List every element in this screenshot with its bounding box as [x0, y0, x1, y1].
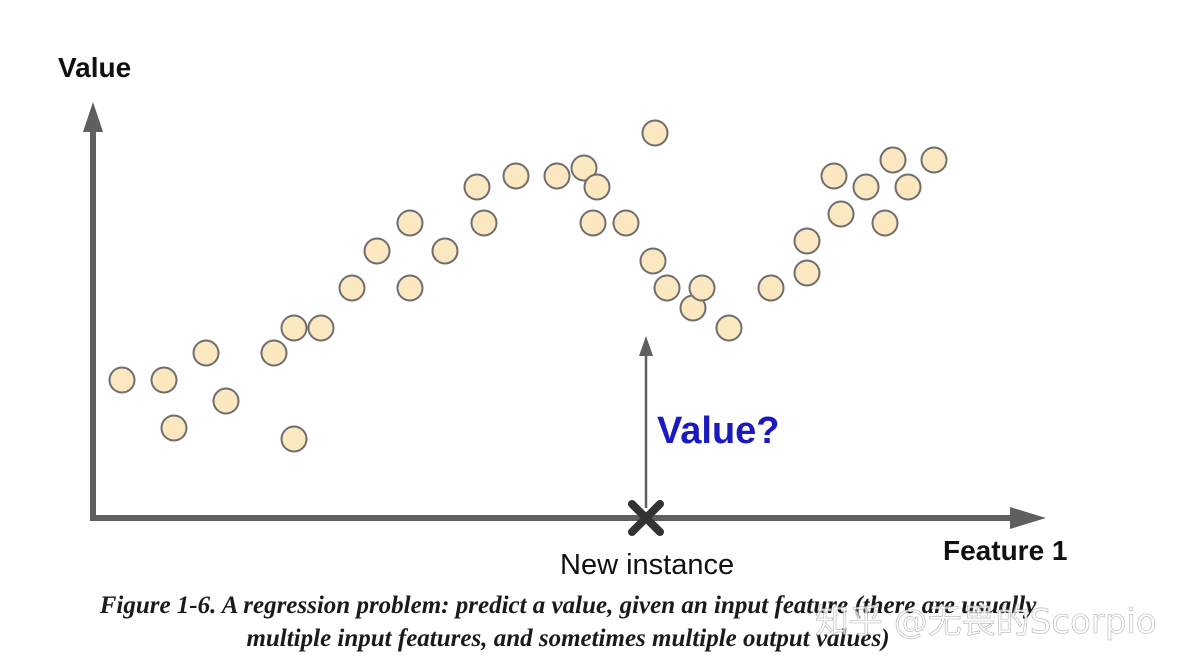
- data-point-32: [820, 162, 848, 190]
- data-point-14: [431, 237, 459, 265]
- data-point-15: [463, 173, 491, 201]
- x-axis-arrowhead: [1010, 507, 1046, 529]
- data-point-13: [396, 274, 424, 302]
- data-point-20: [583, 173, 611, 201]
- data-point-5: [212, 387, 240, 415]
- data-point-6: [260, 339, 288, 367]
- data-point-19: [570, 154, 598, 182]
- data-point-22: [612, 209, 640, 237]
- data-point-11: [363, 237, 391, 265]
- data-point-7: [280, 314, 308, 342]
- data-point-3: [160, 414, 188, 442]
- data-point-28: [715, 314, 743, 342]
- data-point-37: [894, 173, 922, 201]
- data-point-31: [793, 259, 821, 287]
- data-point-18: [543, 162, 571, 190]
- data-point-38: [920, 146, 948, 174]
- data-point-34: [852, 173, 880, 201]
- data-point-35: [871, 209, 899, 237]
- data-point-4: [192, 339, 220, 367]
- data-point-24: [639, 247, 667, 275]
- data-point-29: [757, 274, 785, 302]
- data-point-9: [307, 314, 335, 342]
- data-point-30: [793, 227, 821, 255]
- data-point-1: [108, 366, 136, 394]
- data-point-8: [280, 425, 308, 453]
- data-point-33: [827, 200, 855, 228]
- data-point-10: [338, 274, 366, 302]
- data-point-17: [502, 162, 530, 190]
- new-instance-marker: [628, 500, 664, 536]
- data-point-27: [688, 274, 716, 302]
- figure-caption-line-1: Figure 1-6. A regression problem: predic…: [99, 592, 1037, 619]
- data-point-2: [150, 366, 178, 394]
- query-arrowhead: [639, 336, 653, 356]
- x-axis-label: Feature 1: [943, 535, 1068, 566]
- query-value-label: Value?: [657, 410, 780, 452]
- new-instance-label: New instance: [560, 549, 734, 581]
- data-point-23: [641, 119, 669, 147]
- data-point-16: [470, 209, 498, 237]
- data-point-25: [653, 274, 681, 302]
- data-point-36: [879, 146, 907, 174]
- data-point-21: [579, 209, 607, 237]
- watermark-text: 知乎 @无畏的Scorpio: [815, 602, 1157, 642]
- y-axis-arrowhead: [83, 102, 103, 132]
- data-points: [108, 119, 948, 453]
- y-axis-label: Value: [58, 52, 131, 83]
- figure-caption-line-2: multiple input features, and sometimes m…: [246, 625, 889, 652]
- data-point-12: [396, 209, 424, 237]
